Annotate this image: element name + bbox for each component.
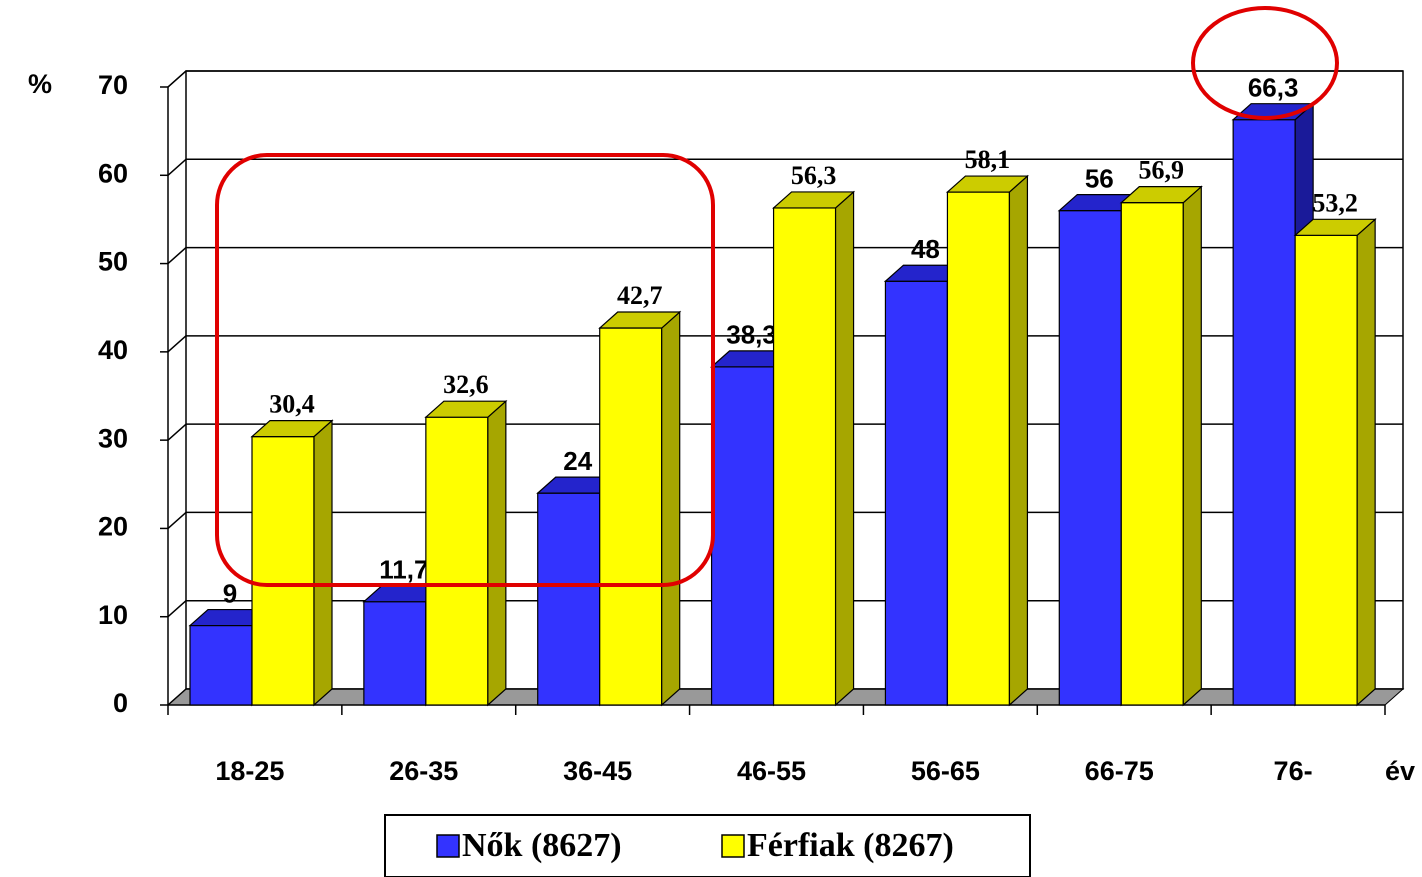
bar-side — [487, 399, 507, 707]
bar — [363, 601, 427, 706]
bar-top — [1119, 186, 1203, 204]
bar-side — [1356, 217, 1376, 707]
y-axis-back — [167, 70, 187, 88]
y-tick-label: 0 — [113, 688, 128, 718]
value-label: 56,9 — [1139, 156, 1185, 185]
bar — [425, 416, 489, 706]
bar — [599, 327, 663, 706]
x-tick-label: 36-45 — [563, 756, 632, 786]
value-label: 9 — [223, 578, 237, 608]
bar-top — [250, 420, 334, 438]
x-tick-label: 56-65 — [911, 756, 980, 786]
bar-top — [1293, 218, 1377, 236]
bar-side — [661, 310, 681, 707]
bar — [537, 492, 601, 706]
value-label: 24 — [563, 446, 592, 476]
bar-side — [1182, 185, 1202, 707]
bar — [1232, 119, 1296, 706]
y-tick-label: 30 — [98, 423, 128, 453]
x-tick-label: 46-55 — [737, 756, 806, 786]
value-label: 66,3 — [1248, 73, 1299, 103]
y-tick-label: 70 — [98, 70, 128, 100]
bar — [251, 436, 315, 706]
bar-side — [1008, 174, 1029, 707]
x-tick-label: 76- — [1274, 756, 1313, 786]
legend-label: Férfiak (8267) — [747, 827, 954, 864]
y-tick-label: 10 — [98, 600, 128, 630]
x-tick-label: 26-35 — [389, 756, 458, 786]
bar — [1058, 210, 1122, 706]
y-tick-label: 60 — [98, 158, 128, 188]
value-label: 30,4 — [269, 390, 315, 419]
highlight-ellipse — [1191, 6, 1339, 120]
value-label: 38,3 — [726, 320, 777, 350]
y-axis-label: % — [28, 69, 52, 99]
value-label: 42,7 — [617, 281, 663, 310]
bar-side — [313, 419, 333, 707]
legend-label: Nők (8627) — [462, 827, 622, 864]
bar-top — [771, 191, 856, 209]
bar — [1294, 234, 1358, 706]
bar — [946, 191, 1011, 706]
y-tick-label: 20 — [98, 512, 128, 542]
grid-line-side — [167, 511, 187, 529]
grid-line-side — [167, 158, 187, 176]
bar-top — [424, 400, 508, 418]
grid-line-side — [167, 423, 187, 441]
value-label: 56 — [1085, 163, 1114, 193]
value-label: 58,1 — [965, 145, 1011, 174]
value-label: 32,6 — [443, 370, 489, 399]
bar — [710, 366, 775, 706]
grid-line-side — [167, 247, 187, 265]
bar — [189, 624, 253, 706]
bar — [1120, 202, 1184, 706]
x-axis-label: év — [1385, 756, 1415, 786]
grid-line-side — [167, 688, 187, 706]
plot: 0 10 20 30 40 50 60 70 18-25 9 30,4 26-35 11,7 32,6 36… — [98, 70, 1405, 786]
highlight-box — [215, 153, 715, 587]
y-tick-label: 40 — [98, 335, 128, 365]
bar-top — [945, 175, 1030, 193]
value-label: 48 — [911, 234, 940, 264]
value-label: 53,2 — [1312, 188, 1358, 217]
bar — [772, 207, 837, 706]
bar-top — [598, 311, 682, 329]
value-label: 11,7 — [379, 555, 428, 585]
value-label: 56,3 — [791, 161, 837, 190]
legend-swatch — [721, 834, 745, 858]
x-tick-label: 18-25 — [215, 756, 284, 786]
grid-line-side — [167, 335, 187, 353]
x-tick-label: 66-75 — [1085, 756, 1154, 786]
bar-side — [834, 190, 855, 707]
bar — [884, 280, 949, 706]
legend-swatch — [436, 834, 460, 858]
grid-line-side — [167, 600, 187, 618]
legend — [384, 814, 1031, 877]
y-tick-label: 50 — [98, 247, 128, 277]
